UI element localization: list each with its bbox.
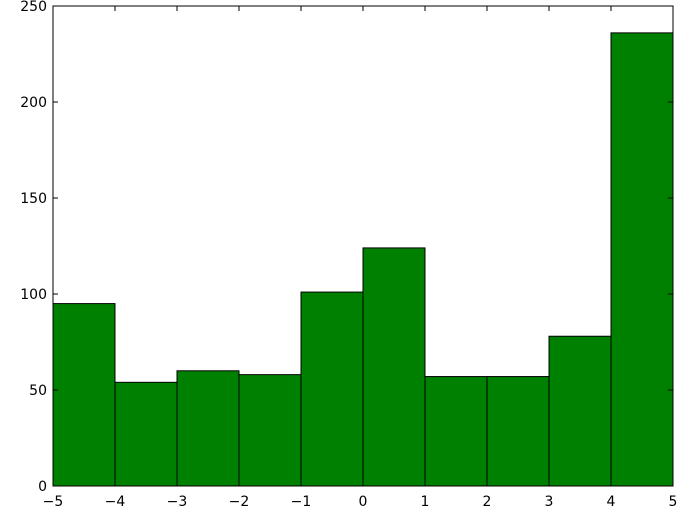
x-tick-label: 2 [483, 494, 492, 510]
histogram-bar [238, 374, 302, 487]
x-tick-label: 5 [669, 494, 678, 510]
bars-group [52, 32, 674, 487]
histogram-bar [114, 381, 178, 487]
x-tick-label: −1 [291, 494, 312, 510]
histogram-bar [486, 376, 550, 487]
histogram-bar [610, 32, 674, 487]
x-tick-label: 0 [359, 494, 368, 510]
x-tick-label: −4 [105, 494, 126, 510]
x-tick-label: 1 [421, 494, 430, 510]
y-tick-label: 50 [29, 383, 47, 399]
x-tick-label: −5 [43, 494, 64, 510]
plot-frame [52, 5, 674, 487]
histogram-bar [300, 291, 364, 487]
y-tick-label: 250 [20, 0, 47, 15]
histogram-bar [548, 335, 612, 487]
x-tick-label: 3 [545, 494, 554, 510]
y-tick-label: 0 [38, 479, 47, 495]
y-tick-label: 100 [20, 287, 47, 303]
histogram-bar [176, 370, 240, 487]
x-tick-label: 4 [607, 494, 616, 510]
x-tick-label: −3 [167, 494, 188, 510]
histogram-bar [52, 303, 116, 487]
y-tick-label: 150 [20, 191, 47, 207]
y-tick-label: 200 [20, 95, 47, 111]
histogram-bar [424, 376, 488, 487]
histogram-bar [362, 247, 426, 487]
x-tick-label: −2 [229, 494, 250, 510]
